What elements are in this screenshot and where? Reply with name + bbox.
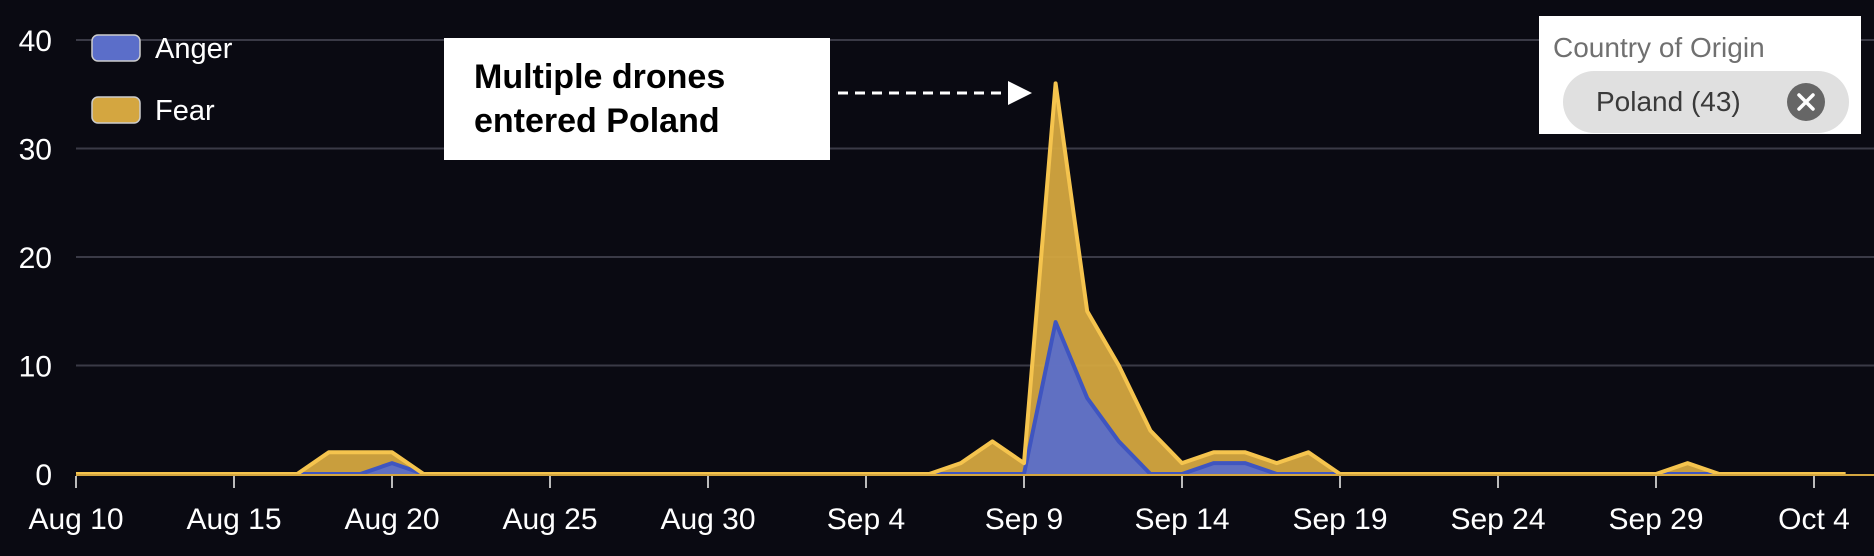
filter-chip-poland[interactable]: Poland (43) xyxy=(1563,71,1849,133)
country-filter: Country of Origin Poland (43) xyxy=(1539,16,1861,134)
x-axis: Aug 10 Aug 15 Aug 20 Aug 25 Aug 30 Sep 4 Sep 9… xyxy=(28,474,1874,536)
y-tick-label: 20 xyxy=(19,242,52,275)
x-tick-label: Sep 19 xyxy=(1292,503,1387,536)
x-tick-label: Aug 10 xyxy=(28,503,123,536)
annotation-callout: Multiple drones entered Poland xyxy=(444,38,830,160)
x-tick-label: Oct 4 xyxy=(1778,503,1850,536)
annotation-arrow xyxy=(838,81,1032,105)
x-tick-label: Aug 15 xyxy=(186,503,281,536)
y-tick-label: 30 xyxy=(19,134,52,167)
legend-label-anger: Anger xyxy=(155,33,233,65)
x-tick-label: Aug 30 xyxy=(660,503,755,536)
filter-title: Country of Origin xyxy=(1553,32,1765,63)
y-tick-label: 40 xyxy=(19,25,52,58)
x-tick-label: Sep 4 xyxy=(827,503,905,536)
legend: Anger Fear xyxy=(91,33,233,127)
x-tick-label: Aug 25 xyxy=(502,503,597,536)
area-fear xyxy=(76,83,1846,475)
x-tick-label: Aug 20 xyxy=(344,503,439,536)
annotation-line-1: Multiple drones xyxy=(474,58,726,96)
close-icon[interactable] xyxy=(1787,83,1825,121)
legend-swatch-fear xyxy=(91,96,141,124)
x-tick-label: Sep 29 xyxy=(1608,503,1703,536)
x-tick-label: Sep 9 xyxy=(985,503,1063,536)
legend-swatch-anger xyxy=(91,34,141,62)
y-tick-label: 10 xyxy=(19,351,52,384)
y-tick-label: 0 xyxy=(35,459,52,492)
filter-chip-label: Poland (43) xyxy=(1596,86,1741,117)
x-tick-label: Sep 14 xyxy=(1134,503,1229,536)
annotation-line-2: entered Poland xyxy=(474,102,720,140)
line-fear xyxy=(76,81,1846,476)
y-axis: 0 10 20 30 40 xyxy=(19,25,52,492)
legend-label-fear: Fear xyxy=(155,95,215,127)
annotation-arrow-head xyxy=(1008,81,1032,105)
x-tick-label: Sep 24 xyxy=(1450,503,1545,536)
series-areas xyxy=(76,81,1846,476)
